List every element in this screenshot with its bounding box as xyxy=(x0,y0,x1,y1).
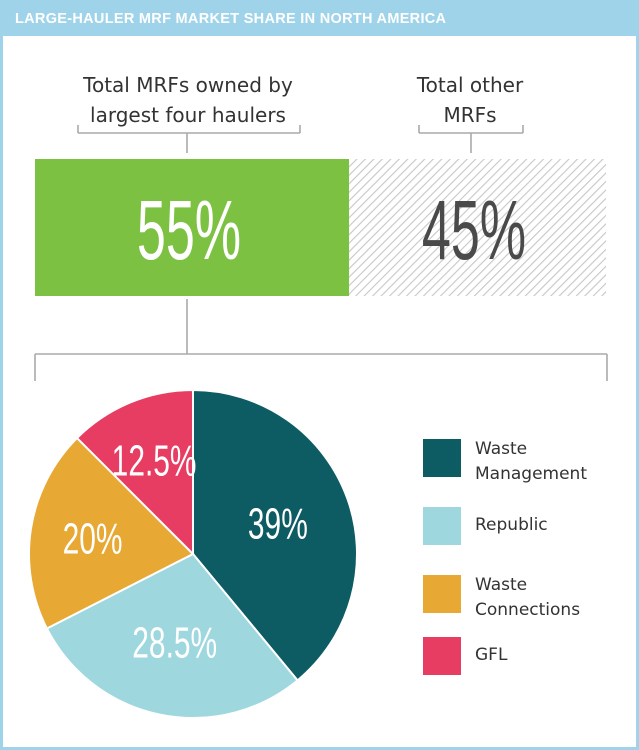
bar-right-value: 45% xyxy=(421,183,527,277)
left-bracket xyxy=(77,125,301,153)
right-bracket xyxy=(418,125,524,153)
bar-segment-other xyxy=(349,159,606,296)
header-band: LARGE-HAULER MRF MARKET SHARE IN NORTH A… xyxy=(3,3,636,36)
legend-label-line1: Republic xyxy=(475,515,548,535)
slice-waste-management xyxy=(192,388,358,682)
bar-right-label-line1: Total other xyxy=(416,73,524,97)
slice-republic xyxy=(45,552,299,719)
legend-swatch-republic xyxy=(423,507,461,545)
legend-label-line1: Waste xyxy=(475,575,528,595)
pie-value-label: 28.5% xyxy=(132,618,217,667)
stacked-bar xyxy=(35,159,606,296)
bar-right-label-line2: MRFs xyxy=(443,103,497,127)
bar-right-label: Total other MRFs xyxy=(395,70,545,130)
pie-value-label: 39% xyxy=(248,499,308,548)
page-title: LARGE-HAULER MRF MARKET SHARE IN NORTH A… xyxy=(15,11,447,27)
bar-left-value: 55% xyxy=(136,183,242,277)
pie-bracket xyxy=(34,299,608,381)
legend-label-line1: Waste xyxy=(475,439,528,459)
legend-text-waste-connections: Waste Connections xyxy=(475,573,635,623)
slice-waste-connections xyxy=(28,436,195,630)
legend-text-republic: Republic xyxy=(475,513,635,538)
pie-value-label: 12.5% xyxy=(112,436,197,485)
pie-value-label: 20% xyxy=(63,514,123,563)
slice-gfl xyxy=(75,388,194,557)
bar-left-label-line2: largest four haulers xyxy=(90,103,286,127)
legend-label-line1: GFL xyxy=(475,645,508,665)
legend-text-gfl: GFL xyxy=(475,643,635,668)
legend-swatch-gfl xyxy=(423,637,461,675)
bar-left-label-line1: Total MRFs owned by xyxy=(83,73,293,97)
legend-swatch-waste-connections xyxy=(423,575,461,613)
legend-label-line2: Management xyxy=(475,464,587,484)
legend-label-line2: Connections xyxy=(475,600,581,620)
legend-swatch-waste-management xyxy=(423,439,461,477)
bar-left-label: Total MRFs owned by largest four haulers xyxy=(63,70,313,130)
market-share-chart: 39% 28.5% 20% 12.5% xyxy=(28,125,608,719)
pie-chart: 39% 28.5% 20% 12.5% xyxy=(28,388,358,719)
bar-segment-largest-four xyxy=(35,159,350,296)
legend-text-waste-management: Waste Management xyxy=(475,437,635,487)
